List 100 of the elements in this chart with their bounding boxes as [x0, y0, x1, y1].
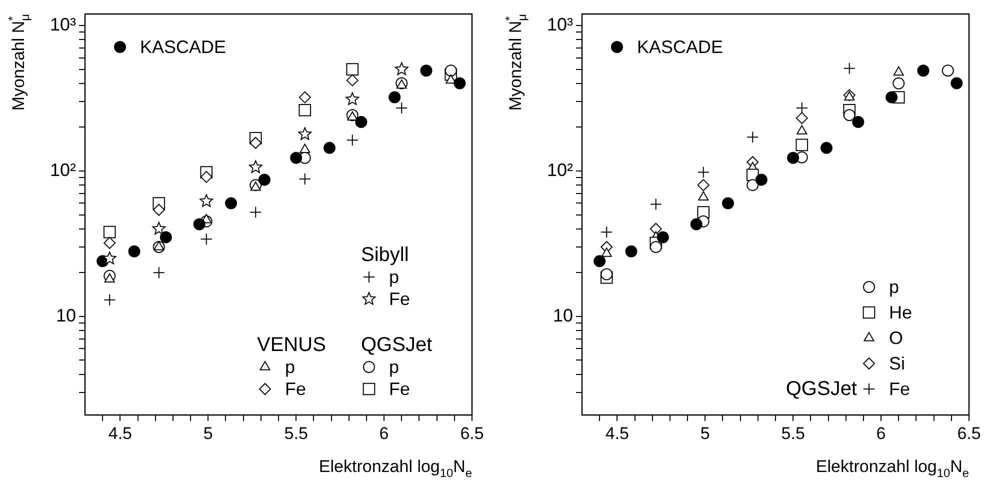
point: [200, 170, 212, 183]
point: [102, 252, 116, 264]
point: [697, 166, 710, 178]
point: [154, 241, 164, 250]
annotation: Sibyll: [361, 244, 409, 266]
y-tick-label: 10²: [50, 160, 76, 180]
point: [346, 74, 358, 86]
legend-label: p: [889, 277, 900, 297]
point: [346, 134, 358, 146]
annotation: QGSJet: [361, 334, 433, 356]
legend-label: He: [889, 302, 912, 322]
point: [396, 102, 408, 114]
point: [796, 138, 808, 152]
point: [258, 174, 270, 186]
point: [104, 294, 116, 306]
legend-label: Si: [889, 354, 906, 374]
y-tick-label: 10: [552, 305, 573, 326]
legend-label: Fe: [889, 379, 910, 399]
point: [394, 62, 408, 76]
point: [104, 273, 115, 283]
point: [454, 77, 466, 90]
x-tick-label: 5: [203, 424, 213, 443]
point: [298, 127, 312, 140]
point: [650, 241, 662, 254]
point: [796, 112, 808, 124]
point: [600, 268, 613, 280]
y-axis-title: Myonzahl N*μ: [5, 14, 32, 111]
point: [250, 136, 262, 149]
legend-label: p: [285, 357, 296, 377]
point: [388, 91, 401, 104]
point: [298, 104, 312, 116]
point: [298, 91, 311, 104]
legend-label: Fe: [389, 379, 410, 399]
point: [324, 142, 336, 154]
point: [193, 218, 206, 230]
point: [796, 102, 808, 114]
point: [444, 64, 457, 77]
point: [843, 109, 856, 122]
x-tick-label: 5: [700, 424, 710, 443]
point: [656, 231, 669, 244]
legend-label: KASCADE: [637, 37, 724, 57]
point: [298, 173, 311, 186]
point: [893, 66, 904, 76]
x-tick-label: 4.5: [605, 424, 629, 443]
legend-label: O: [889, 328, 904, 348]
point: [843, 62, 856, 74]
point: [787, 152, 800, 164]
point: [152, 222, 166, 235]
point: [746, 179, 759, 192]
point: [225, 197, 238, 210]
point: [346, 63, 359, 76]
point: [103, 226, 116, 238]
point: [250, 206, 262, 218]
x-tick-label: 4.5: [108, 424, 132, 443]
point: [697, 179, 710, 192]
point: [300, 144, 310, 153]
point: [200, 194, 214, 207]
legend-label: p: [389, 357, 400, 377]
legend-title: QGSJet: [786, 378, 858, 400]
point: [104, 236, 116, 249]
legend-label: Fe: [389, 289, 410, 309]
point: [950, 77, 963, 90]
point: [650, 222, 662, 235]
point: [152, 266, 165, 279]
x-tick-label: 6: [876, 424, 886, 443]
y-axis-title: Myonzahl N*μ: [502, 14, 530, 111]
annotation: VENUS: [257, 334, 326, 356]
y-tick-label: 10²: [546, 160, 574, 180]
y-tick-label: 10³: [546, 14, 574, 34]
legend-label: p: [389, 267, 400, 287]
point: [248, 160, 262, 174]
point: [698, 191, 709, 200]
point: [886, 91, 898, 104]
legend-label: Fe: [285, 379, 306, 399]
point: [755, 174, 768, 186]
x-tick-label: 6: [379, 424, 389, 443]
x-tick-label: 5.5: [781, 424, 805, 443]
y-tick-label: 10: [56, 305, 76, 326]
point: [796, 125, 808, 134]
point: [128, 245, 140, 258]
point: [625, 245, 638, 258]
point: [942, 64, 954, 77]
point: [746, 131, 759, 144]
x-tick-label: 6.5: [957, 424, 981, 443]
point: [601, 248, 612, 257]
x-tick-label: 6.5: [460, 424, 484, 443]
point: [917, 64, 930, 77]
point: [892, 77, 905, 90]
point: [290, 152, 302, 164]
x-tick-label: 5.5: [284, 424, 308, 443]
point: [420, 64, 432, 77]
point: [346, 92, 360, 106]
point: [852, 116, 864, 128]
point: [722, 197, 734, 210]
y-tick-label: 10³: [50, 14, 76, 34]
point: [690, 218, 702, 230]
legend-label: KASCADE: [140, 37, 226, 57]
point: [200, 233, 212, 246]
point: [355, 116, 368, 128]
point: [820, 142, 833, 154]
